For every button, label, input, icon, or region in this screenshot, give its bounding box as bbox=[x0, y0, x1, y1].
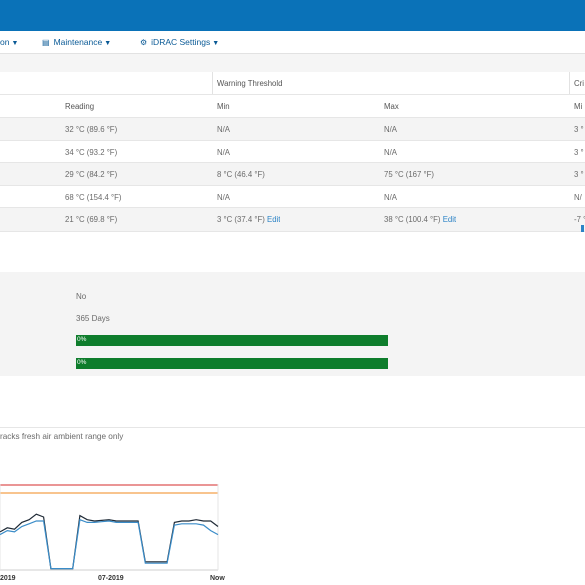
progress-bar-1-label: 0% bbox=[77, 336, 87, 343]
critical-min-cell: N/ bbox=[574, 193, 582, 202]
warning-max-cell: N/A bbox=[384, 193, 397, 202]
critical-min-cell: -7 ° bbox=[574, 215, 585, 224]
reading-cell: 32 °C (89.6 °F) bbox=[65, 125, 118, 134]
table-group-header: Warning Threshold Cri bbox=[0, 72, 585, 95]
reading-cell: 21 °C (69.8 °F) bbox=[65, 215, 118, 224]
temperature-history-chart: 2019 07-2019 Now bbox=[0, 484, 225, 582]
progress-bar-2: 0% bbox=[76, 358, 388, 369]
warning-min-cell: 3 °C (37.4 °F) Edit bbox=[217, 215, 280, 224]
critical-min-column-header: Mi bbox=[574, 102, 583, 111]
series-line-2 bbox=[0, 518, 219, 570]
menu-configuration[interactable]: on ▼ bbox=[0, 37, 18, 47]
row-scroll-marker bbox=[579, 118, 585, 233]
edit-warning-max-link[interactable]: Edit bbox=[442, 215, 457, 224]
series-layer bbox=[0, 513, 219, 570]
reading-column-header: Reading bbox=[65, 102, 95, 111]
warning-min-value: 3 °C (37.4 °F) bbox=[217, 215, 265, 224]
warning-max-cell: N/A bbox=[384, 125, 397, 134]
critical-threshold-header: Cri bbox=[574, 79, 584, 88]
warning-min-cell: N/A bbox=[217, 125, 230, 134]
menu-maintenance-label: Maintenance bbox=[53, 37, 103, 47]
column-divider bbox=[569, 72, 570, 94]
critical-min-cell: 3 ° bbox=[574, 170, 584, 179]
settings-panel: No 365 Days 0% 0% bbox=[0, 272, 585, 376]
spacer bbox=[0, 376, 585, 428]
edit-warning-min-link[interactable]: Edit bbox=[267, 215, 281, 224]
warning-min-column-header: Min bbox=[217, 102, 230, 111]
warning-max-cell: 75 °C (167 °F) bbox=[384, 170, 435, 179]
warning-max-cell: 38 °C (100.4 °F) Edit bbox=[384, 215, 456, 224]
menu-idrac-settings-label: iDRAC Settings bbox=[151, 37, 211, 47]
settings-icon: ⚙ bbox=[140, 38, 148, 47]
progress-bar-1: 0% bbox=[76, 335, 388, 346]
chevron-down-icon: ▼ bbox=[104, 40, 112, 47]
warning-max-value: 38 °C (100.4 °F) bbox=[384, 215, 441, 224]
critical-min-cell: 3 ° bbox=[574, 148, 584, 157]
progress-bar-2-label: 0% bbox=[77, 359, 87, 366]
chevron-down-icon: ▼ bbox=[11, 40, 19, 47]
table-column-header: Reading Min Max Mi bbox=[0, 95, 585, 118]
warning-min-cell: 8 °C (46.4 °F) bbox=[217, 170, 265, 179]
table-row: 34 °C (93.2 °F) N/A N/A 3 ° bbox=[0, 141, 585, 163]
warning-threshold-header: Warning Threshold bbox=[217, 79, 283, 88]
x-tick-label: Now bbox=[210, 575, 225, 582]
wrench-icon: ▤ bbox=[42, 38, 50, 47]
x-tick-label: 07-2019 bbox=[98, 575, 124, 582]
table-row: 32 °C (89.6 °F) N/A N/A 3 ° bbox=[0, 118, 585, 141]
chevron-down-icon: ▼ bbox=[212, 40, 220, 47]
spacer bbox=[0, 232, 585, 272]
spacer bbox=[0, 54, 585, 72]
table-row: 21 °C (69.8 °F) 3 °C (37.4 °F) Edit 38 °… bbox=[0, 208, 585, 232]
menu-maintenance[interactable]: ▤ Maintenance ▼ bbox=[42, 37, 111, 47]
table-row: 68 °C (154.4 °F) N/A N/A N/ bbox=[0, 186, 585, 208]
warning-max-column-header: Max bbox=[384, 102, 399, 111]
setting-value-1: No bbox=[76, 292, 87, 301]
scroll-indicator[interactable] bbox=[581, 225, 584, 233]
warning-max-cell: N/A bbox=[384, 148, 397, 157]
reading-cell: 34 °C (93.2 °F) bbox=[65, 148, 118, 157]
critical-min-cell: 3 ° bbox=[574, 125, 584, 134]
table-row: 29 °C (84.2 °F) 8 °C (46.4 °F) 75 °C (16… bbox=[0, 163, 585, 186]
top-header-bar bbox=[0, 0, 585, 31]
x-tick-label: 2019 bbox=[0, 575, 16, 582]
main-menu-bar: on ▼ ▤ Maintenance ▼ ⚙ iDRAC Settings ▼ bbox=[0, 31, 585, 54]
menu-idrac-settings[interactable]: ⚙ iDRAC Settings ▼ bbox=[140, 37, 219, 47]
ambient-range-note: racks fresh air ambient range only bbox=[0, 432, 124, 441]
reading-cell: 68 °C (154.4 °F) bbox=[65, 193, 122, 202]
warning-min-cell: N/A bbox=[217, 193, 230, 202]
warning-min-cell: N/A bbox=[217, 148, 230, 157]
reading-cell: 29 °C (84.2 °F) bbox=[65, 170, 118, 179]
series-line-1 bbox=[0, 513, 219, 570]
column-divider bbox=[212, 72, 213, 94]
menu-configuration-label: on bbox=[0, 37, 10, 47]
setting-value-2: 365 Days bbox=[76, 314, 110, 323]
